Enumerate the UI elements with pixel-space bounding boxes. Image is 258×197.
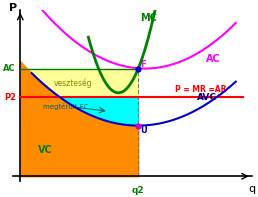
Text: P2: P2 — [4, 93, 16, 102]
Text: P: P — [10, 3, 18, 13]
Text: U: U — [141, 126, 147, 136]
Text: P = MR =AR: P = MR =AR — [175, 85, 226, 94]
Text: MC: MC — [141, 13, 157, 23]
Text: F: F — [141, 60, 146, 69]
Text: q: q — [248, 184, 255, 194]
Text: AC: AC — [3, 64, 16, 73]
Text: megtérült FC: megtérült FC — [43, 103, 88, 110]
Text: VC: VC — [38, 145, 53, 155]
Text: AC: AC — [206, 54, 221, 64]
Text: AVC: AVC — [197, 93, 217, 102]
Text: q2: q2 — [132, 186, 144, 195]
Text: veszteség: veszteség — [54, 78, 93, 88]
